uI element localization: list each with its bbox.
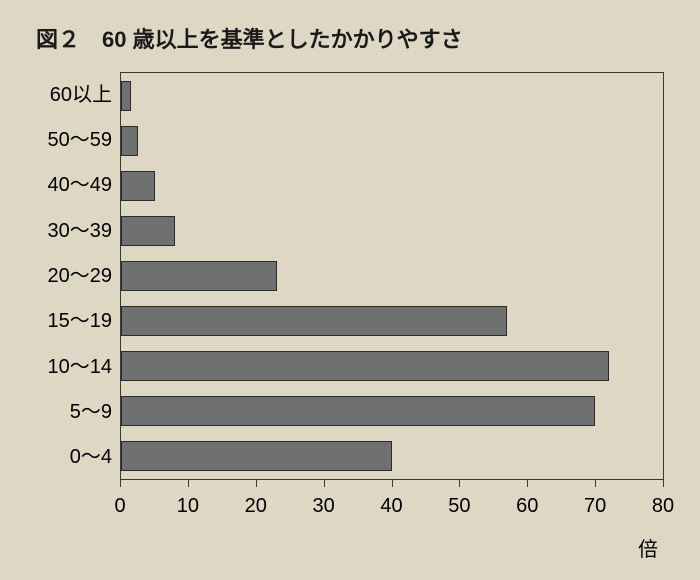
bar — [121, 441, 392, 471]
x-axis-block: 01020304050607080 倍 — [120, 480, 664, 562]
x-tick — [663, 480, 664, 487]
x-axis-labels: 01020304050607080 — [120, 495, 664, 519]
x-axis-unit: 倍 — [120, 533, 664, 562]
x-tick — [120, 480, 121, 487]
x-axis-tick-label: 30 — [313, 495, 335, 518]
bar — [121, 126, 138, 156]
bar — [121, 171, 155, 201]
x-tick — [324, 480, 325, 487]
y-axis-label: 0～4 — [28, 447, 112, 467]
y-axis-label: 40～49 — [28, 175, 112, 195]
x-axis-tick-label: 80 — [652, 495, 674, 518]
x-tick — [256, 480, 257, 487]
x-axis-tick-label: 50 — [448, 495, 470, 518]
y-axis-label: 20～29 — [28, 266, 112, 286]
x-tick — [527, 480, 528, 487]
bar — [121, 261, 277, 291]
plot-area — [120, 72, 664, 480]
x-axis-ticks — [120, 480, 664, 487]
y-axis-label: 30～39 — [28, 221, 112, 241]
y-axis-label: 10～14 — [28, 357, 112, 377]
y-axis-labels: 60以上 50～59 40～49 30～39 20～29 15～19 10～14 5～9 0～4 — [28, 72, 120, 480]
y-axis-label: 60以上 — [28, 85, 112, 105]
y-axis-label: 5～9 — [28, 402, 112, 422]
x-tick — [188, 480, 189, 487]
chart-area: 60以上 50～59 40～49 30～39 20～29 15～19 10～14 5～9 0～4 — [28, 72, 672, 480]
bar — [121, 81, 131, 111]
x-axis-tick-label: 70 — [584, 495, 606, 518]
y-axis-label: 15～19 — [28, 311, 112, 331]
x-axis-tick-label: 10 — [177, 495, 199, 518]
x-axis-tick-label: 40 — [380, 495, 402, 518]
page-root: 図２ 60 歳以上を基準としたかかりやすさ 60以上 50～59 40～49 30～3… — [0, 0, 700, 580]
x-axis-tick-label: 20 — [245, 495, 267, 518]
x-axis-tick-label: 60 — [516, 495, 538, 518]
x-tick — [595, 480, 596, 487]
x-tick — [392, 480, 393, 487]
chart-title: 図２ 60 歳以上を基準としたかかりやすさ — [36, 22, 672, 54]
x-tick — [459, 480, 460, 487]
bar — [121, 396, 595, 426]
y-axis-label: 50～59 — [28, 130, 112, 150]
x-axis-tick-label: 0 — [114, 495, 125, 518]
bar — [121, 216, 175, 246]
bars-container — [121, 73, 663, 479]
bar — [121, 306, 507, 336]
bar — [121, 351, 609, 381]
